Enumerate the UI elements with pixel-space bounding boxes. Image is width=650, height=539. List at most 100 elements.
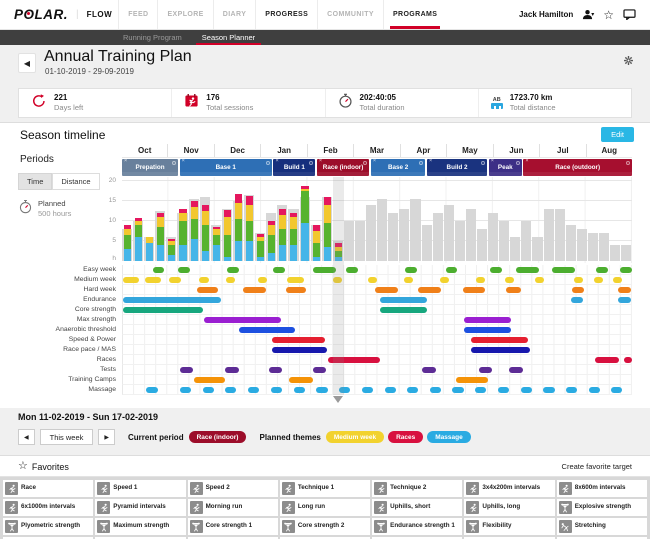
gantt-row-track[interactable] xyxy=(122,305,632,315)
settings-gear-icon[interactable] xyxy=(623,53,634,71)
chart-week-7[interactable] xyxy=(199,177,211,263)
favorite-speed-1[interactable]: Speed 1 xyxy=(95,480,186,497)
gantt-row-track[interactable] xyxy=(122,355,632,365)
gantt-segment[interactable] xyxy=(177,267,190,273)
subnav-item-season-planner[interactable]: Season Planner xyxy=(192,30,265,45)
chart-week-9[interactable] xyxy=(221,177,233,263)
gantt-segment[interactable] xyxy=(543,387,555,393)
favorite-6x1000m-intervals[interactable]: 6x1000m intervals xyxy=(3,499,94,516)
favorite-core-strength-1[interactable]: Core strength 1 xyxy=(187,518,278,535)
remove-period-icon[interactable]: × xyxy=(181,158,185,164)
theme-badge-medium-week[interactable]: Medium week xyxy=(325,431,385,443)
nav-item-progress[interactable]: PROGRESS xyxy=(255,0,317,29)
nav-item-explore[interactable]: EXPLORE xyxy=(157,0,212,29)
gantt-segment[interactable] xyxy=(470,347,531,353)
favorite-uphills-long[interactable]: Uphills, long xyxy=(464,499,555,516)
gantt-segment[interactable] xyxy=(293,387,305,393)
period-race-indoor[interactable]: × Race (indoor) xyxy=(316,158,370,176)
remove-period-icon[interactable]: × xyxy=(318,158,323,164)
chart-week-8[interactable] xyxy=(210,177,222,263)
feedback-icon[interactable] xyxy=(623,9,636,20)
chart-week-41[interactable] xyxy=(576,177,588,263)
remove-period-icon[interactable]: × xyxy=(428,158,433,164)
chart-week-10[interactable] xyxy=(232,177,244,263)
favorite-technique-1[interactable]: Technique 1 xyxy=(279,480,371,497)
gantt-segment[interactable] xyxy=(123,297,222,303)
gantt-segment[interactable] xyxy=(289,377,313,383)
chart-week-25[interactable] xyxy=(399,177,410,263)
gantt-segment[interactable] xyxy=(345,267,358,273)
chart-week-13[interactable] xyxy=(266,177,277,263)
chart-week-2[interactable] xyxy=(144,177,155,263)
gantt-segment[interactable] xyxy=(462,287,485,293)
chart-week-3[interactable] xyxy=(155,177,166,263)
gantt-segment[interactable] xyxy=(180,387,192,393)
nav-item-community[interactable]: COMMUNITY xyxy=(317,0,383,29)
gantt-segment[interactable] xyxy=(475,387,487,393)
tab-distance[interactable]: Distance xyxy=(52,173,100,190)
nav-item-flow[interactable]: FLOW xyxy=(86,10,113,19)
gantt-segment[interactable] xyxy=(456,377,488,383)
gantt-segment[interactable] xyxy=(197,287,218,293)
remove-period-icon[interactable]: × xyxy=(124,158,128,164)
gantt-segment[interactable] xyxy=(407,387,419,393)
favorite-long-run[interactable]: Long run xyxy=(279,499,371,516)
gantt-segment[interactable] xyxy=(287,277,304,283)
gantt-segment[interactable] xyxy=(404,267,417,273)
gantt-segment[interactable] xyxy=(498,387,510,393)
tab-time[interactable]: Time xyxy=(18,173,53,190)
gantt-segment[interactable] xyxy=(238,327,295,333)
chart-week-5[interactable] xyxy=(177,177,188,263)
chart-week-16[interactable] xyxy=(299,177,311,263)
next-week-button[interactable]: ▶ xyxy=(98,429,116,445)
subnav-item-running-program[interactable]: Running Program xyxy=(123,33,182,42)
gantt-row-track[interactable] xyxy=(122,365,632,375)
gantt-segment[interactable] xyxy=(464,317,511,323)
chart-week-17[interactable] xyxy=(310,177,322,263)
gantt-segment[interactable] xyxy=(429,387,442,393)
remove-period-icon[interactable]: × xyxy=(525,158,529,164)
chart-week-34[interactable] xyxy=(499,177,510,263)
favorite-speed-2[interactable]: Speed 2 xyxy=(187,480,278,497)
chart-week-21[interactable] xyxy=(354,177,366,263)
gantt-segment[interactable] xyxy=(361,387,373,393)
gantt-segment[interactable] xyxy=(470,337,529,343)
nav-item-diary[interactable]: DIARY xyxy=(212,0,256,29)
gantt-row-track[interactable] xyxy=(122,315,632,325)
gantt-segment[interactable] xyxy=(180,367,194,373)
favorite-endurance-strength-1[interactable]: Endurance strength 1 xyxy=(372,518,463,535)
theme-badge-massage[interactable]: Massage xyxy=(427,431,471,443)
period-prepation[interactable]: × Prepation xyxy=(122,158,179,176)
gantt-segment[interactable] xyxy=(146,387,158,393)
favorite-core-strength-2[interactable]: Core strength 2 xyxy=(279,518,371,535)
chart-week-0[interactable] xyxy=(122,177,133,263)
gantt-segment[interactable] xyxy=(243,287,266,293)
nav-item-feed[interactable]: FEED xyxy=(118,0,157,29)
chart-week-29[interactable] xyxy=(443,177,455,263)
gantt-row-track[interactable] xyxy=(122,385,632,395)
chart-week-20[interactable] xyxy=(343,177,355,263)
chart-week-1[interactable] xyxy=(133,177,144,263)
gantt-segment[interactable] xyxy=(439,277,449,283)
chart-week-26[interactable] xyxy=(410,177,421,263)
chart-week-36[interactable] xyxy=(521,177,532,263)
back-button[interactable]: ◀ xyxy=(18,53,36,73)
gantt-row-track[interactable] xyxy=(122,375,632,385)
gantt-segment[interactable] xyxy=(271,387,283,393)
favorite-stretching[interactable]: Stretching xyxy=(556,518,647,535)
gantt-segment[interactable] xyxy=(464,327,511,333)
gantt-segment[interactable] xyxy=(418,287,441,293)
favorite-maximum-strength[interactable]: Maximum strength xyxy=(95,518,186,535)
current-week-pointer-icon[interactable] xyxy=(333,396,344,403)
chart-week-27[interactable] xyxy=(421,177,433,263)
gantt-segment[interactable] xyxy=(225,387,237,393)
period-peak[interactable]: × Peak xyxy=(488,158,522,176)
gantt-segment[interactable] xyxy=(144,277,162,283)
gantt-segment[interactable] xyxy=(570,297,584,303)
theme-badge-races[interactable]: Races xyxy=(388,431,424,443)
gantt-segment[interactable] xyxy=(593,277,603,283)
gantt-segment[interactable] xyxy=(312,367,327,373)
gantt-segment[interactable] xyxy=(475,277,485,283)
chart-week-28[interactable] xyxy=(432,177,444,263)
chart-week-43[interactable] xyxy=(599,177,610,263)
